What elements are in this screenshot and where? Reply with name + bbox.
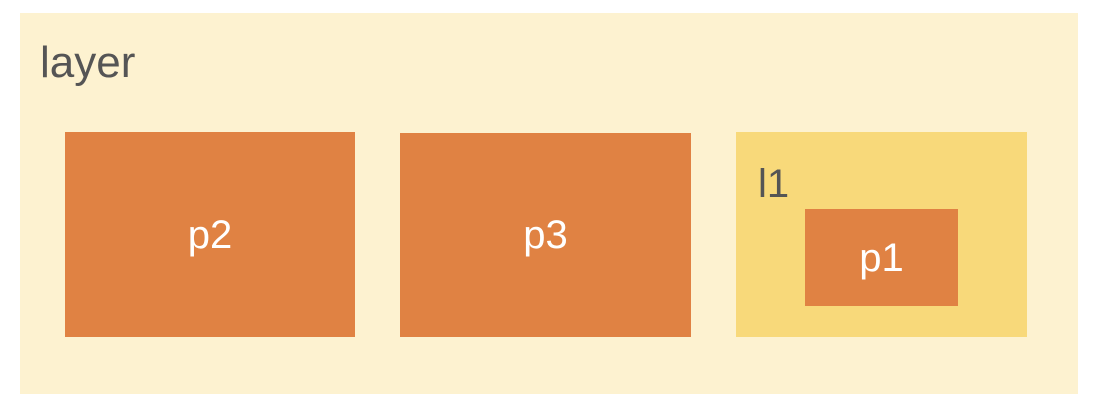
block-p2: p2 [65, 132, 355, 337]
block-p1: p1 [805, 209, 958, 306]
sublayer-l1: l1 p1 [736, 132, 1027, 337]
layer-container: layer p2 p3 l1 p1 [20, 13, 1078, 394]
block-p2-label: p2 [187, 212, 233, 257]
layer-label: layer [40, 38, 136, 87]
block-p3-label: p3 [523, 213, 568, 257]
block-p3: p3 [400, 133, 691, 337]
block-p1-label: p1 [859, 235, 904, 280]
sublayer-l1-label: l1 [758, 162, 790, 206]
